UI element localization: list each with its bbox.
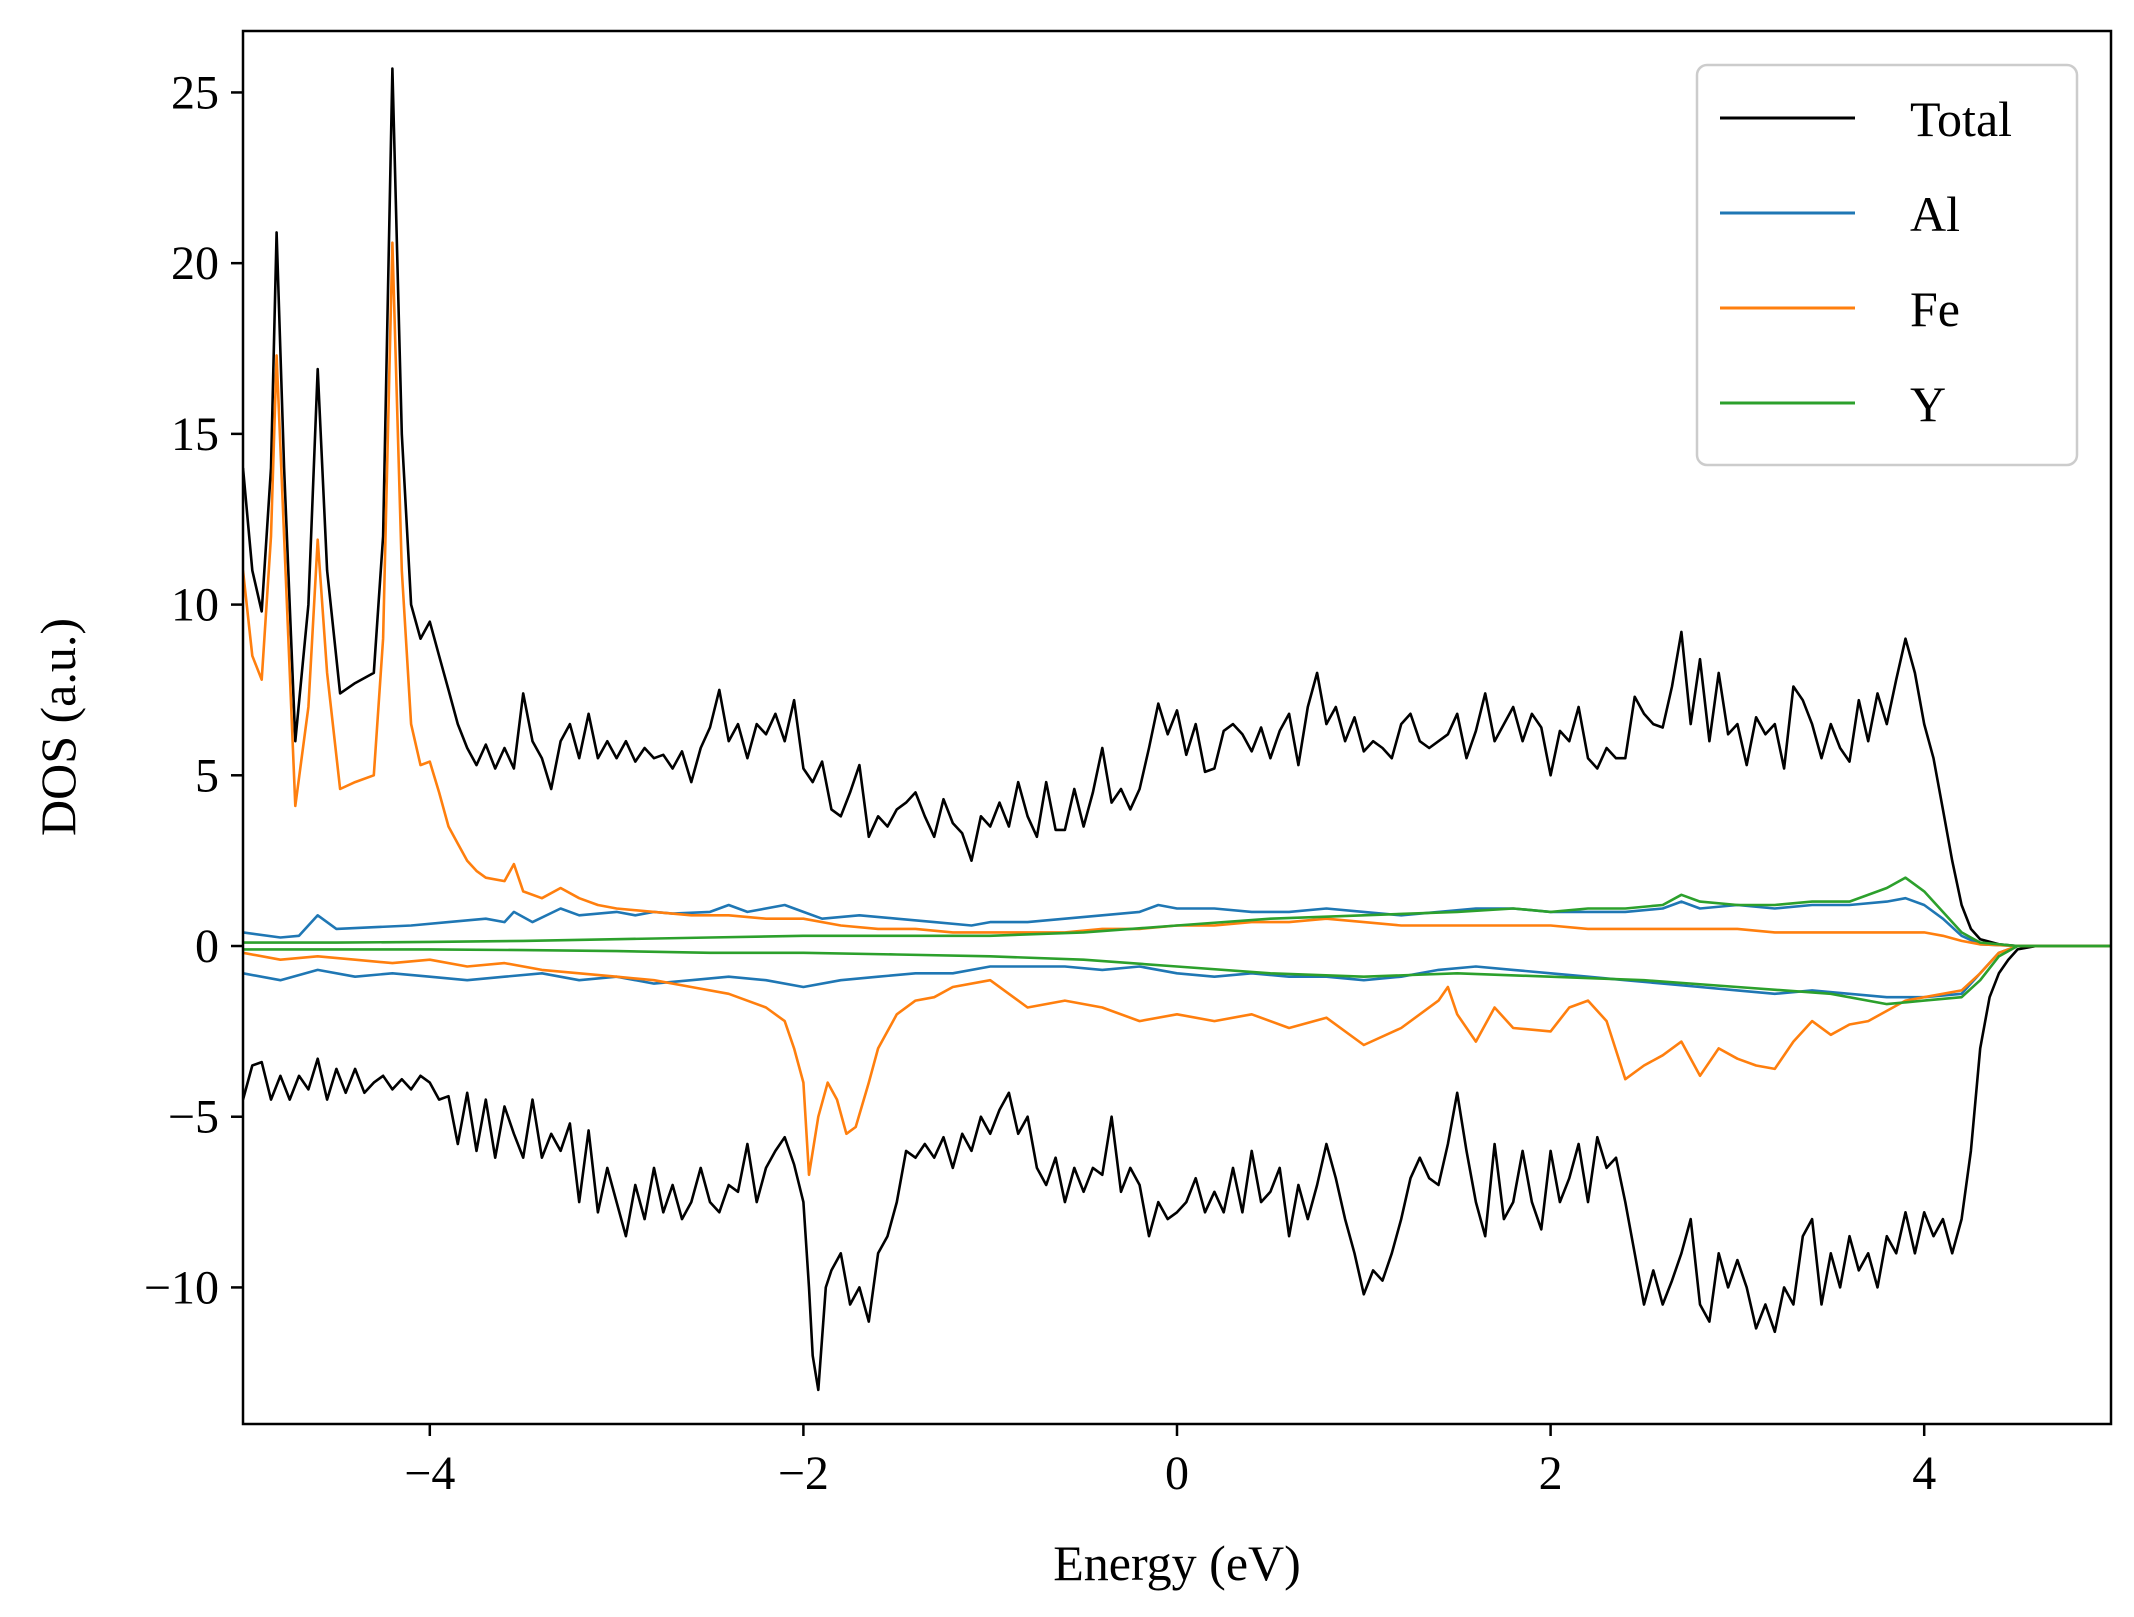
series-line-fe-spin-up [243, 241, 2111, 948]
x-axis-label: Energy (eV) [1053, 1535, 1301, 1591]
x-tick-label: −2 [778, 1447, 829, 1500]
ticks-layer: −4 −2 0 2 4 −10 −5 0 5 10 15 20 25 [144, 66, 1936, 1500]
legend: Total Al Fe Y [1695, 63, 2079, 467]
series-layer [243, 67, 2111, 1392]
legend-label-fe: Fe [1910, 281, 1960, 337]
x-tick-label: 4 [1912, 1447, 1936, 1500]
y-axis-label: DOS (a.u.) [30, 618, 86, 836]
legend-frame [1695, 63, 2079, 467]
series-line-fe-spin-down [243, 944, 2111, 1177]
legend-label-y: Y [1910, 376, 1946, 432]
series-line-total-spin-up [243, 67, 2111, 948]
legend-label-total: Total [1910, 91, 2012, 147]
y-tick-label: −10 [144, 1261, 219, 1314]
y-tick-label: 0 [195, 920, 219, 973]
series-line-y-spin-up [243, 876, 2111, 948]
x-tick-label: 2 [1539, 1447, 1563, 1500]
y-tick-label: 10 [171, 579, 219, 632]
series-line-y-spin-down [243, 944, 2111, 1006]
series-line-total-spin-down [243, 944, 2111, 1392]
x-tick-label: −4 [404, 1447, 455, 1500]
y-tick-label: 5 [195, 749, 219, 802]
x-tick-label: 0 [1165, 1447, 1189, 1500]
y-tick-label: 15 [171, 408, 219, 461]
y-tick-label: 25 [171, 66, 219, 119]
y-tick-label: 20 [171, 237, 219, 290]
legend-label-al: Al [1910, 186, 1960, 242]
series-line-al-spin-up [243, 896, 2111, 948]
y-tick-label: −5 [168, 1091, 219, 1144]
